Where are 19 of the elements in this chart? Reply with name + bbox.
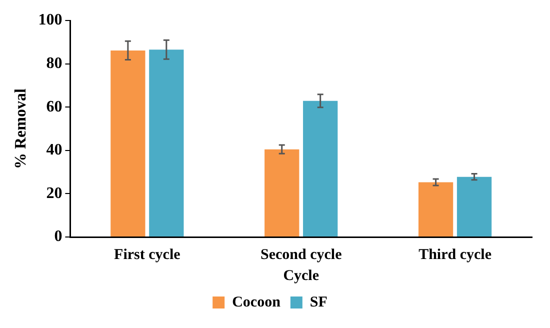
bar bbox=[110, 50, 146, 236]
legend-label: Cocoon bbox=[232, 294, 282, 310]
x-tick-label: First cycle bbox=[114, 246, 181, 263]
bar bbox=[303, 100, 338, 236]
bar bbox=[264, 149, 300, 236]
bar bbox=[418, 182, 454, 236]
legend-label: SF bbox=[310, 294, 328, 310]
x-tick-label: Third cycle bbox=[418, 246, 492, 263]
y-axis-title: % Removal bbox=[12, 88, 30, 170]
y-tick-label: 40 bbox=[46, 142, 62, 159]
y-tick-label: 0 bbox=[54, 228, 62, 246]
y-tick-label: 60 bbox=[46, 98, 62, 116]
x-axis-title: Cycle bbox=[283, 268, 320, 284]
y-tick-label: 100 bbox=[38, 12, 62, 29]
y-tick-label: 80 bbox=[46, 55, 62, 72]
bar bbox=[149, 50, 184, 236]
bar bbox=[456, 176, 492, 236]
y-tick-label: 20 bbox=[46, 184, 62, 202]
x-tick-label: Second cycle bbox=[260, 246, 342, 263]
